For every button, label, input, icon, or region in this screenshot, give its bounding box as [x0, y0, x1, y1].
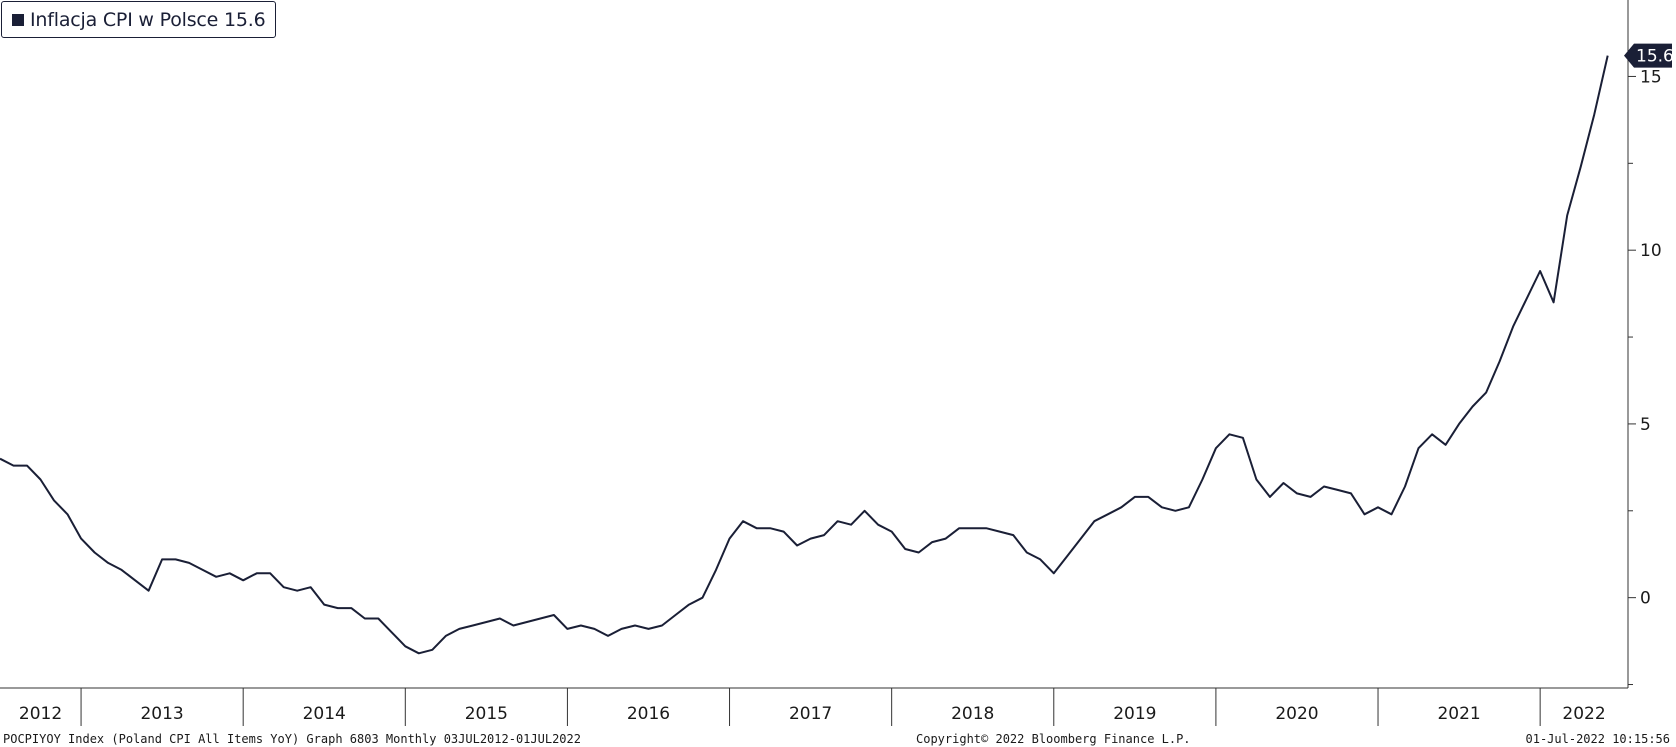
y-tick-label: 0 [1640, 589, 1651, 609]
footer-source: POCPIYOY Index (Poland CPI All Items YoY… [3, 732, 581, 746]
legend[interactable]: Inflacja CPI w Polsce 15.6 [1, 1, 277, 38]
x-tick-label: 2014 [303, 704, 346, 724]
y-tick-label: 5 [1640, 415, 1651, 435]
x-tick-label: 2020 [1275, 704, 1318, 724]
x-tick-label: 2022 [1562, 704, 1605, 724]
last-value-label: 15.6 [1636, 47, 1674, 67]
x-axis-ticks: 2012 2013 2014 2015 2016 2017 2018 2019 2020 2021… [19, 688, 1606, 726]
x-tick-label: 2012 [19, 704, 62, 724]
x-tick-label: 2017 [789, 704, 832, 724]
legend-label: Inflacja CPI w Polsce 15.6 [30, 8, 266, 31]
x-tick-label: 2016 [627, 704, 670, 724]
series-line-inflacja-cpi [0, 55, 1609, 655]
footer-timestamp: 01-Jul-2022 10:15:56 [1525, 732, 1671, 746]
x-tick-label: 2013 [140, 704, 183, 724]
legend-swatch-icon [12, 13, 24, 26]
last-value-badge-shape [1624, 43, 1672, 68]
footer-copyright: Copyright© 2022 Bloomberg Finance L.P. [916, 732, 1191, 746]
y-axis-ticks: 0 5 10 15 [1628, 67, 1662, 686]
y-tick-label: 15 [1640, 67, 1662, 87]
x-tick-label: 2021 [1437, 704, 1480, 724]
x-tick-label: 2018 [951, 704, 994, 724]
y-tick-label: 10 [1640, 241, 1662, 261]
last-value-badge: 15.6 [1624, 43, 1674, 68]
x-tick-label: 2015 [465, 704, 508, 724]
x-tick-label: 2019 [1113, 704, 1156, 724]
